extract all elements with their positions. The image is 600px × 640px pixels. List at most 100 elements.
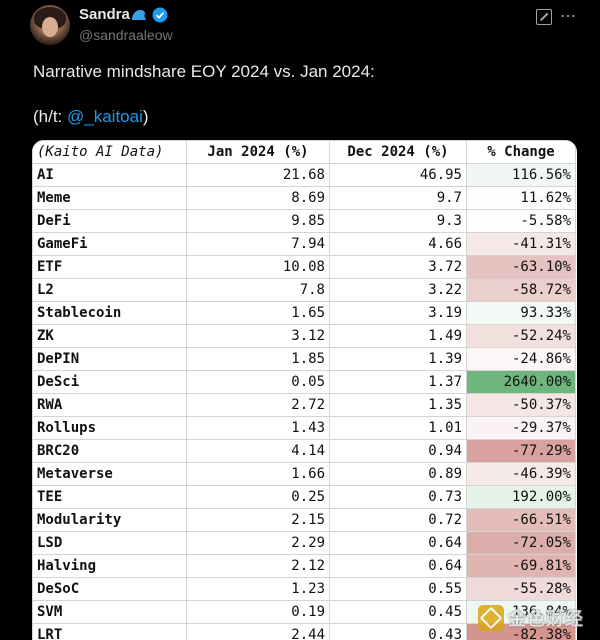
table-row: ETF 10.08 3.72 -63.10% bbox=[32, 255, 576, 279]
cell-jan-2024: 1.66 bbox=[186, 462, 330, 486]
table-row: Meme 8.69 9.7 11.62% bbox=[32, 186, 576, 210]
cell-narrative: DeSoC bbox=[32, 577, 187, 601]
cell-percent-change: -72.05% bbox=[466, 531, 576, 555]
cell-narrative: SVM bbox=[32, 600, 187, 624]
cell-jan-2024: 1.43 bbox=[186, 416, 330, 440]
grok-icon[interactable] bbox=[536, 9, 552, 25]
watermark: 金色财经 bbox=[478, 600, 598, 636]
tweet-text: Narrative mindshare EOY 2024 vs. Jan 202… bbox=[33, 62, 375, 81]
cell-narrative: GameFi bbox=[32, 232, 187, 256]
mention-link[interactable]: @_kaitoai bbox=[67, 107, 143, 126]
cell-dec-2024: 0.64 bbox=[329, 531, 467, 555]
cell-jan-2024: 2.72 bbox=[186, 393, 330, 417]
table-row: LSD 2.29 0.64 -72.05% bbox=[32, 531, 576, 555]
cell-percent-change: -52.24% bbox=[466, 324, 576, 348]
cell-jan-2024: 0.25 bbox=[186, 485, 330, 509]
cell-percent-change: 11.62% bbox=[466, 186, 576, 210]
cell-narrative: ETF bbox=[32, 255, 187, 279]
table-row: Metaverse 1.66 0.89 -46.39% bbox=[32, 462, 576, 486]
table-row: Halving 2.12 0.64 -69.81% bbox=[32, 554, 576, 578]
cell-narrative: TEE bbox=[32, 485, 187, 509]
table-row: Rollups 1.43 1.01 -29.37% bbox=[32, 416, 576, 440]
cell-narrative: Meme bbox=[32, 186, 187, 210]
table-header-source: (Kaito AI Data) bbox=[32, 140, 187, 164]
table-header-dec: Dec 2024 (%) bbox=[329, 140, 467, 164]
cell-jan-2024: 7.8 bbox=[186, 278, 330, 302]
watermark-text: 金色财经 bbox=[508, 609, 584, 630]
watermark-logo-icon bbox=[478, 605, 504, 631]
table-header-change: % Change bbox=[466, 140, 576, 164]
avatar[interactable] bbox=[30, 5, 70, 45]
cell-narrative: BRC20 bbox=[32, 439, 187, 463]
table-row: AI 21.68 46.95 116.56% bbox=[32, 163, 576, 187]
cell-jan-2024: 0.19 bbox=[186, 600, 330, 624]
cell-narrative: Halving bbox=[32, 554, 187, 578]
cell-dec-2024: 3.22 bbox=[329, 278, 467, 302]
cell-percent-change: -55.28% bbox=[466, 577, 576, 601]
attached-table-image[interactable]: (Kaito AI Data) Jan 2024 (%) Dec 2024 (%… bbox=[32, 140, 577, 640]
table-row: DePIN 1.85 1.39 -24.86% bbox=[32, 347, 576, 371]
wave-icon bbox=[132, 9, 146, 20]
cell-dec-2024: 3.19 bbox=[329, 301, 467, 325]
cell-percent-change: -69.81% bbox=[466, 554, 576, 578]
cell-percent-change: -29.37% bbox=[466, 416, 576, 440]
cell-jan-2024: 2.15 bbox=[186, 508, 330, 532]
table-header-jan: Jan 2024 (%) bbox=[186, 140, 330, 164]
cell-percent-change: -5.58% bbox=[466, 209, 576, 233]
cell-narrative: DePIN bbox=[32, 347, 187, 371]
cell-percent-change: -50.37% bbox=[466, 393, 576, 417]
avatar-face bbox=[42, 17, 58, 37]
cell-percent-change: 2640.00% bbox=[466, 370, 576, 394]
cell-dec-2024: 1.39 bbox=[329, 347, 467, 371]
table-row: L2 7.8 3.22 -58.72% bbox=[32, 278, 576, 302]
cell-narrative: Metaverse bbox=[32, 462, 187, 486]
table-row: ZK 3.12 1.49 -52.24% bbox=[32, 324, 576, 348]
cell-dec-2024: 0.64 bbox=[329, 554, 467, 578]
cell-narrative: DeFi bbox=[32, 209, 187, 233]
cell-percent-change: 192.00% bbox=[466, 485, 576, 509]
cell-narrative: DeSci bbox=[32, 370, 187, 394]
cell-jan-2024: 2.29 bbox=[186, 531, 330, 555]
verified-badge-icon bbox=[152, 7, 168, 23]
table-row: Modularity 2.15 0.72 -66.51% bbox=[32, 508, 576, 532]
cell-dec-2024: 1.35 bbox=[329, 393, 467, 417]
cell-jan-2024: 9.85 bbox=[186, 209, 330, 233]
display-name[interactable]: Sandra bbox=[79, 6, 130, 23]
cell-jan-2024: 3.12 bbox=[186, 324, 330, 348]
cell-dec-2024: 1.37 bbox=[329, 370, 467, 394]
cell-dec-2024: 0.45 bbox=[329, 600, 467, 624]
cell-jan-2024: 10.08 bbox=[186, 255, 330, 279]
cell-dec-2024: 3.72 bbox=[329, 255, 467, 279]
cell-dec-2024: 9.3 bbox=[329, 209, 467, 233]
table-row: BRC20 4.14 0.94 -77.29% bbox=[32, 439, 576, 463]
cell-jan-2024: 4.14 bbox=[186, 439, 330, 463]
cell-dec-2024: 0.72 bbox=[329, 508, 467, 532]
hat-tip-prefix: (h/t: bbox=[33, 107, 68, 126]
cell-dec-2024: 1.49 bbox=[329, 324, 467, 348]
table-row: SVM 0.19 0.45 136.84% bbox=[32, 600, 576, 624]
cell-percent-change: 116.56% bbox=[466, 163, 576, 187]
cell-dec-2024: 46.95 bbox=[329, 163, 467, 187]
table-row: Stablecoin 1.65 3.19 93.33% bbox=[32, 301, 576, 325]
more-options-icon[interactable]: ⋯ bbox=[560, 8, 577, 25]
cell-narrative: RWA bbox=[32, 393, 187, 417]
table-row: DeFi 9.85 9.3 -5.58% bbox=[32, 209, 576, 233]
cell-jan-2024: 2.44 bbox=[186, 623, 330, 640]
cell-narrative: ZK bbox=[32, 324, 187, 348]
cell-percent-change: -24.86% bbox=[466, 347, 576, 371]
cell-narrative: Rollups bbox=[32, 416, 187, 440]
cell-percent-change: 93.33% bbox=[466, 301, 576, 325]
cell-jan-2024: 21.68 bbox=[186, 163, 330, 187]
cell-dec-2024: 9.7 bbox=[329, 186, 467, 210]
table-row: TEE 0.25 0.73 192.00% bbox=[32, 485, 576, 509]
cell-jan-2024: 8.69 bbox=[186, 186, 330, 210]
cell-percent-change: -77.29% bbox=[466, 439, 576, 463]
cell-dec-2024: 0.89 bbox=[329, 462, 467, 486]
cell-dec-2024: 0.55 bbox=[329, 577, 467, 601]
cell-dec-2024: 4.66 bbox=[329, 232, 467, 256]
mindshare-table: (Kaito AI Data) Jan 2024 (%) Dec 2024 (%… bbox=[32, 140, 576, 640]
author-handle[interactable]: @sandraaleow bbox=[79, 27, 173, 43]
cell-jan-2024: 2.12 bbox=[186, 554, 330, 578]
table-body: AI 21.68 46.95 116.56% Meme 8.69 9.7 11.62% DeFi… bbox=[32, 163, 576, 640]
